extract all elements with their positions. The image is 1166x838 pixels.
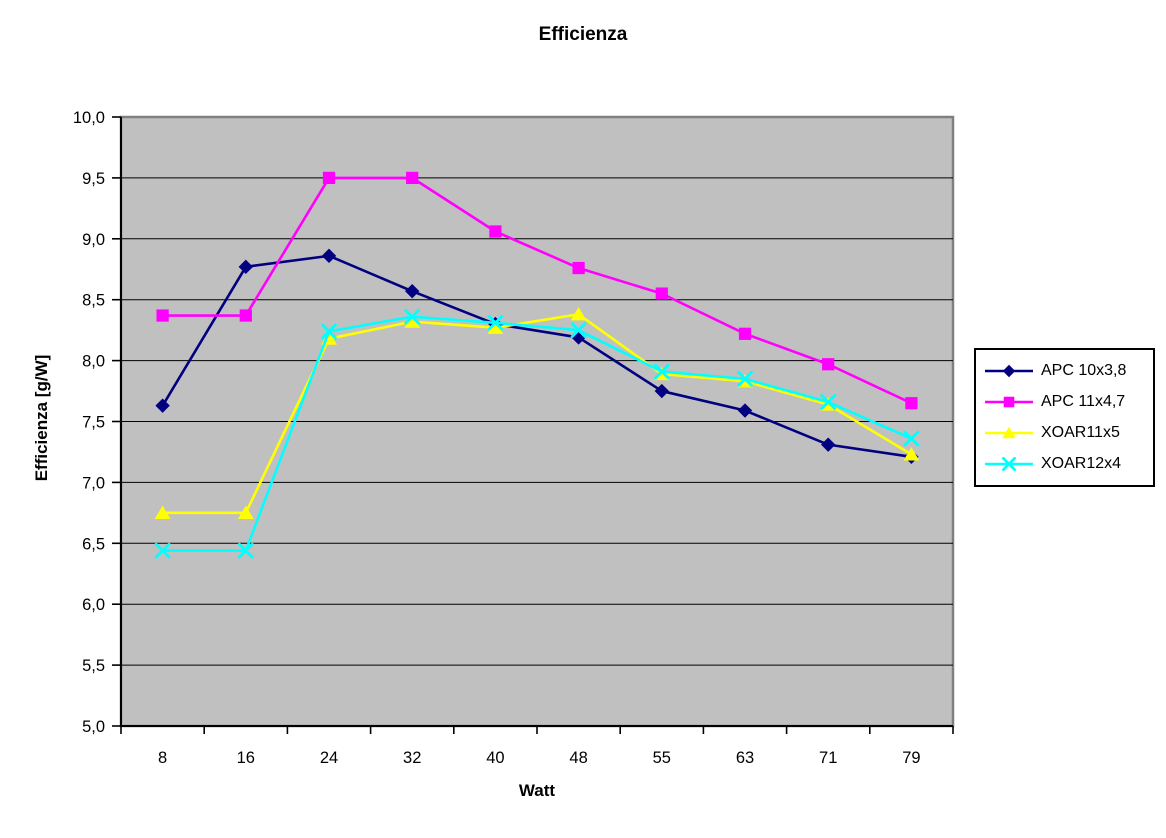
data-point-marker: [404, 314, 421, 328]
legend-label: APC 10x3,8: [1041, 362, 1127, 380]
data-point-marker: [487, 314, 504, 331]
y-tick-label: 8,5: [82, 292, 105, 310]
legend-item-xoar11x5: XOAR11x5: [984, 424, 1149, 442]
data-point-marker: [154, 542, 171, 559]
data-point-marker: [155, 398, 170, 413]
data-point-marker: [489, 225, 502, 238]
data-point-marker: [487, 320, 504, 334]
data-point-marker: [321, 323, 337, 340]
data-point-marker: [154, 505, 171, 519]
data-point-marker: [239, 309, 252, 322]
legend-marker-x-icon: [985, 456, 1033, 471]
data-point-marker: [237, 505, 254, 519]
y-tick-label: 10,0: [73, 109, 105, 127]
y-tick-label: 8,0: [82, 353, 105, 371]
legend-label: XOAR11x5: [1041, 423, 1120, 441]
data-point-marker: [820, 394, 837, 410]
data-point-marker: [404, 308, 421, 325]
data-point-marker: [903, 430, 920, 447]
data-point-marker: [821, 437, 836, 452]
chart-title: Efficienza: [538, 24, 628, 45]
series-line: [161, 313, 913, 515]
data-point-marker: [737, 403, 753, 418]
data-point-marker: [1002, 426, 1016, 439]
data-point-marker: [238, 259, 253, 275]
x-tick-label: 79: [902, 749, 920, 767]
series-line: [161, 176, 913, 405]
data-point-marker: [737, 370, 753, 387]
x-tick-label: 63: [736, 749, 754, 767]
legend-label: XOAR12x4: [1041, 454, 1122, 472]
legend: APC 10x3,8 APC 11x4,7 XOAR11x5 XOAR12x4: [974, 348, 1155, 487]
data-point-marker: [903, 447, 920, 461]
data-point-marker: [822, 358, 835, 371]
x-tick-label: 55: [653, 749, 671, 767]
data-point-marker: [322, 171, 336, 185]
legend-label: APC 11x4,7: [1041, 393, 1126, 411]
data-point-marker: [905, 397, 918, 410]
data-point-marker: [1002, 456, 1016, 471]
y-tick-label: 7,5: [82, 414, 105, 432]
x-axis-ticks: 8 16 24 32 40 48 55 63 71 79: [120, 726, 954, 767]
y-tick-label: 6,5: [82, 535, 105, 553]
y-tick-label: 9,5: [82, 170, 105, 188]
x-tick-label: 8: [158, 749, 167, 767]
x-tick-label: 40: [486, 749, 504, 767]
legend-item-apc-10x3-8: APC 10x3,8: [984, 362, 1149, 380]
data-point-marker: [655, 287, 668, 300]
series-line: [161, 254, 913, 459]
y-tick-label: 9,0: [82, 231, 105, 249]
series-line: [161, 315, 913, 552]
legend-item-apc-11x4-7: APC 11x4,7: [984, 393, 1149, 411]
series-apc-10x3-8: [155, 248, 919, 465]
y-tick-label: 5,5: [82, 657, 105, 675]
y-axis-ticks: 5,0 5,5 6,0 6,5 7,0 7,5 8,0 8,5 9,0 9,5 10,0: [73, 109, 121, 736]
y-tick-label: 6,0: [82, 596, 105, 614]
gridlines: [121, 177, 953, 666]
data-point-marker: [405, 283, 420, 299]
data-point-marker: [1002, 365, 1016, 378]
data-point-marker: [1003, 396, 1015, 408]
data-point-marker: [237, 542, 254, 559]
legend-marker-diamond-icon: [985, 365, 1033, 378]
data-point-marker: [570, 322, 587, 339]
y-tick-label: 7,0: [82, 474, 105, 492]
data-point-marker: [156, 309, 169, 322]
x-tick-label: 24: [320, 749, 338, 767]
legend-marker-triangle-icon: [985, 426, 1033, 439]
data-point-marker: [406, 171, 419, 185]
data-point-marker: [570, 307, 587, 321]
data-point-marker: [572, 261, 585, 275]
legend-item-xoar12x4: XOAR12x4: [984, 455, 1149, 473]
data-point-marker: [654, 383, 669, 399]
data-point-marker: [321, 248, 337, 264]
data-point-marker: [653, 363, 670, 380]
x-tick-label: 48: [569, 749, 587, 767]
x-tick-label: 16: [237, 749, 255, 767]
legend-marker-square-icon: [985, 396, 1033, 408]
series-xoar12x4: [154, 308, 920, 559]
x-tick-label: 71: [819, 749, 837, 767]
data-point-marker: [738, 327, 752, 340]
x-tick-label: 32: [403, 749, 421, 767]
y-tick-label: 5,0: [82, 718, 105, 736]
x-axis-title: Watt: [518, 781, 556, 800]
series-apc-11x4-7: [156, 171, 918, 410]
